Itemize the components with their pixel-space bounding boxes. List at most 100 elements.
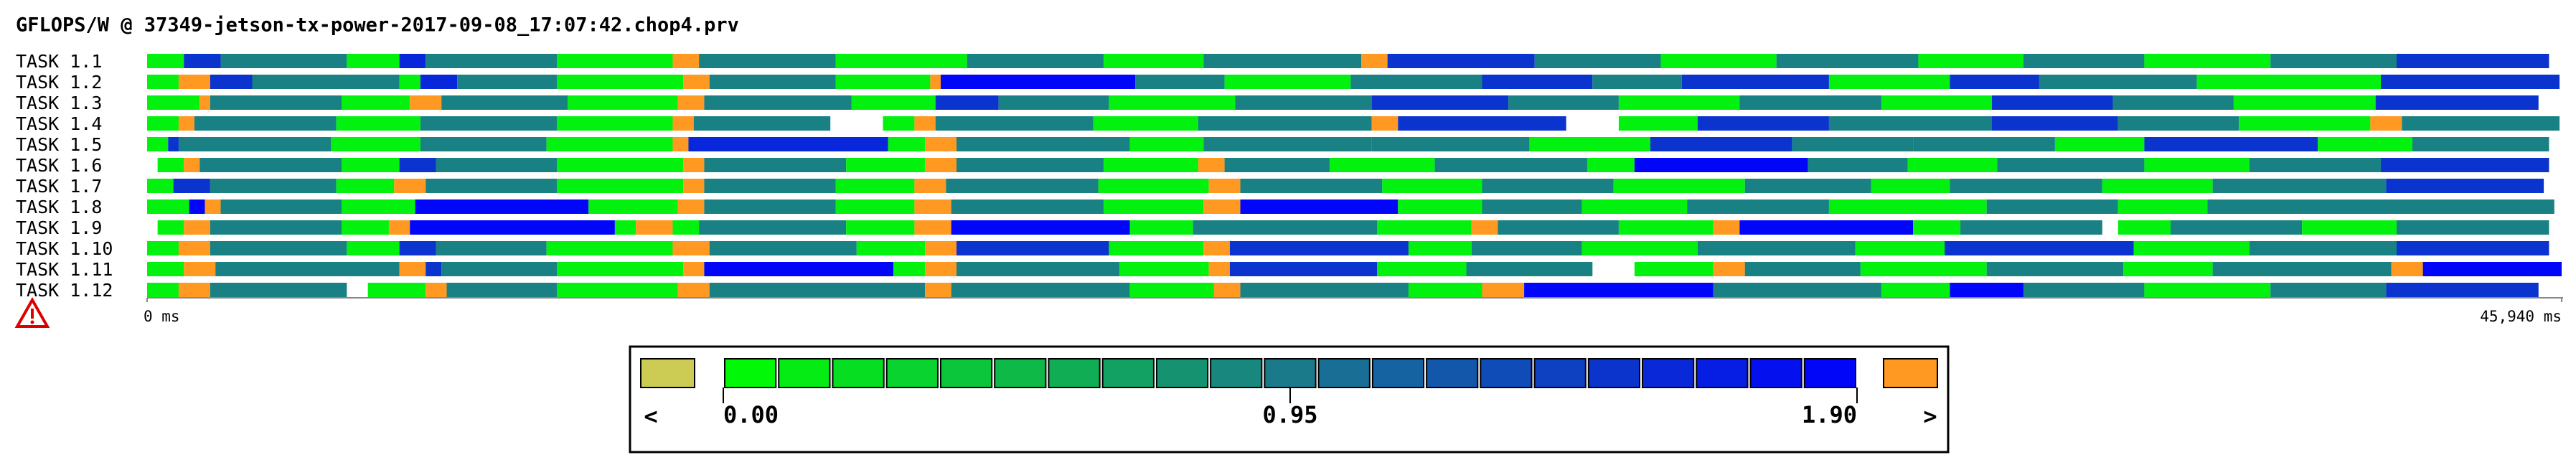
state-segment [168,137,179,151]
state-segment [1581,199,1688,214]
state-segment [1104,54,1204,68]
state-segment [215,262,400,276]
legend-swatch [724,358,777,388]
state-segment [1950,179,2102,193]
legend-above-swatch [1883,358,1938,388]
state-segment [1398,199,1482,214]
state-segment [1744,262,1861,276]
state-segment [1681,75,1829,89]
state-segment [210,75,253,89]
state-segment [1739,95,1882,110]
state-segment [1198,116,1372,131]
state-segment [205,199,221,214]
state-segment [941,75,1136,89]
state-segment [1240,179,1383,193]
state-segment [704,158,847,172]
state-segment [331,137,420,151]
state-segment [1371,95,1509,110]
state-segment [2171,220,2303,235]
state-segment [210,95,342,110]
state-segment [420,75,458,89]
state-segment [557,54,673,68]
state-segment [951,220,1130,235]
state-segment [846,158,926,172]
state-segment [1408,283,1482,297]
state-segment [1240,283,1409,297]
state-segment [2023,54,2145,68]
state-segment [2207,199,2382,214]
state-segment [157,158,184,172]
state-segment [1713,262,1745,276]
state-segment [441,95,568,110]
state-segment [436,158,558,172]
state-segment [925,158,957,172]
state-segment [147,75,179,89]
state-segment [2102,179,2213,193]
state-segment [557,283,678,297]
state-segment [1687,199,1829,214]
state-segment [1913,220,1961,235]
state-segment [1398,116,1566,131]
state-segment [336,116,420,131]
state-segment [1135,75,1225,89]
state-segment [1881,95,1992,110]
state-segment [1208,262,1230,276]
state-segment [178,116,194,131]
task-label: TASK 1.9 [16,217,102,238]
state-segment [1229,262,1377,276]
state-segment [1828,116,1992,131]
state-segment [1945,241,2134,255]
state-segment [1613,179,1745,193]
state-segment [2039,75,2197,89]
state-segment [2144,158,2250,172]
legend-above-label: > [1923,403,1937,430]
state-segment [1592,75,1682,89]
state-segment [1224,158,1330,172]
state-segment [147,54,184,68]
state-segment [998,95,1109,110]
state-segment [914,220,951,235]
state-segment [2412,137,2549,151]
state-segment [2249,158,2382,172]
state-segment [2270,283,2387,297]
state-segment [683,262,705,276]
legend-swatch [1803,358,1857,388]
state-segment [925,137,957,151]
state-segment [1524,283,1714,297]
state-segment [1482,179,1614,193]
state-segment [2023,283,2145,297]
state-segment [342,199,415,214]
legend-swatch [832,358,885,388]
state-segment [893,262,926,276]
state-segment [946,179,1099,193]
state-segment [688,137,888,151]
state-segment [672,137,689,151]
state-segment [888,137,926,151]
state-segment [147,262,184,276]
state-segment [2133,241,2250,255]
state-segment [1960,220,2102,235]
task-label: TASK 1.10 [16,238,113,259]
state-segment [1744,179,1871,193]
state-segment [709,283,926,297]
state-segment [1093,116,1198,131]
state-segment [546,137,673,151]
state-segment [2391,262,2423,276]
state-segment [2386,283,2539,297]
state-segment [1330,158,1435,172]
state-segment [410,220,615,235]
state-segment [925,241,957,255]
state-segment [1697,116,1829,131]
state-segment [1203,137,1372,151]
state-segment [925,262,957,276]
state-segment [2144,137,2318,151]
task-label: TASK 1.1 [16,51,102,72]
state-segment [420,116,558,131]
task-label: TASK 1.2 [16,72,102,93]
state-segment [2112,95,2234,110]
state-segment [846,220,915,235]
state-segment [1208,179,1241,193]
state-segment [557,158,684,172]
state-segment [2386,179,2544,193]
state-segment [1109,95,1236,110]
